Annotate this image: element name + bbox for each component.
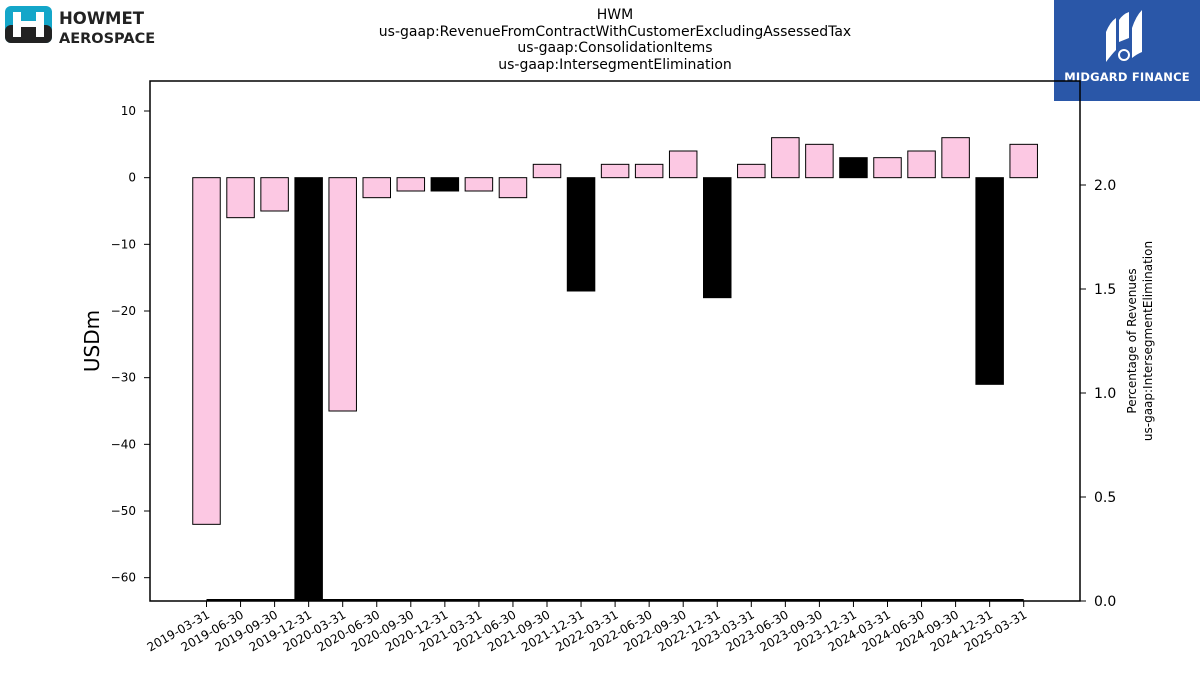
y-tick-label: 10 [121,104,136,118]
y-tick-label: −10 [111,237,136,251]
logo-line2: AEROSPACE [59,31,155,47]
bar-2022-09-30 [668,150,698,179]
y2-axis: 0.0 0.5 1.0 1.5 2.0 [1080,178,1116,610]
bar-2021-09-30 [532,163,562,179]
midgard-finance-logo: MIDGARD FINANCE [1054,0,1200,101]
bar-2020-12-31 [430,177,460,192]
y-axis-label: USDm [80,310,104,372]
x-axis: 2019-03-312019-06-302019-09-302019-12-31… [145,601,1029,654]
y2-tick-label: 0.0 [1094,594,1116,610]
midgard-logo-icon [1106,10,1142,62]
bar-2019-09-30 [260,177,289,212]
bar-2020-06-30 [362,177,391,199]
bar-2021-03-31 [464,177,494,192]
bars-group [192,137,1038,602]
y2-tick-label: 0.5 [1094,490,1116,506]
bar-2020-03-31 [328,177,357,412]
bar-2021-12-31 [566,177,596,292]
bar-2023-03-31 [737,163,766,179]
y-axis: 10 0 −10 −20 −30 −40 −50 −60 [111,104,150,585]
y-tick-label: −40 [111,437,136,451]
bar-2024-12-31 [975,177,1004,385]
plot-frame [149,80,1081,602]
title-line-3: us-gaap:ConsolidationItems [517,40,713,56]
bar-2023-06-30 [771,137,800,179]
bar-2019-03-31 [192,177,221,525]
bar-2024-06-30 [907,150,936,179]
y-tick-label: −50 [111,504,136,518]
howmet-logo-icon: HOWMET AEROSPACE [5,6,155,47]
y2-axis-label-line2: us-gaap:IntersegmentElimination [1141,241,1155,441]
logo-line1: HOWMET [59,9,145,28]
title-line-1: HWM [596,7,634,23]
bar-2019-06-30 [226,177,255,219]
y-tick-label: −30 [111,371,136,385]
howmet-aerospace-logo: HOWMET AEROSPACE [4,5,174,47]
title-line-4: us-gaap:IntersegmentElimination [498,56,732,73]
midgard-logo-text: MIDGARD FINANCE [1064,70,1190,84]
bar-2019-12-31 [294,177,323,602]
chart-title: HWM us-gaap:RevenueFromContractWithCusto… [300,7,930,73]
y2-axis-label-line1: Percentage of Revenues [1125,268,1139,413]
y2-tick-label: 2.0 [1094,178,1116,194]
bar-2022-06-30 [634,163,664,179]
y-tick-label: 0 [128,171,136,185]
bar-2021-06-30 [498,177,528,199]
bar-2023-12-31 [839,157,868,179]
bar-2024-03-31 [873,157,902,179]
y2-tick-label: 1.5 [1094,282,1116,298]
y2-tick-label: 1.0 [1094,386,1116,402]
bar-2022-12-31 [703,177,732,299]
bar-2023-09-30 [805,143,834,179]
title-line-2: us-gaap:RevenueFromContractWithCustomerE… [378,23,852,40]
bar-2025-03-31 [1009,143,1038,179]
y-tick-label: −20 [111,304,136,318]
bar-2024-09-30 [941,137,970,179]
bar-2020-09-30 [396,177,426,192]
bar-2022-03-31 [600,163,630,179]
y-tick-label: −60 [111,571,136,585]
